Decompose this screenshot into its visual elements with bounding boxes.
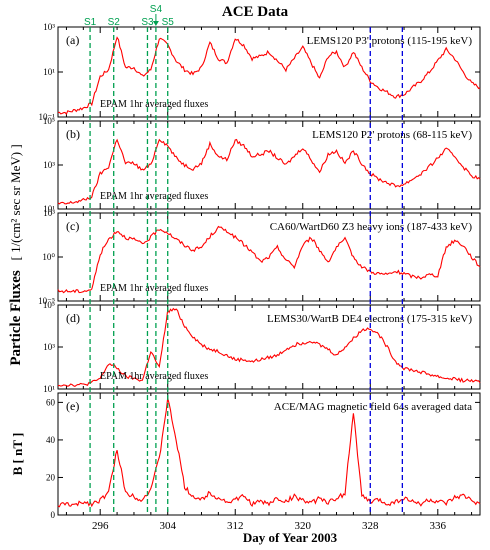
panel-note: EPAM 1hr averaged fluxes bbox=[100, 99, 208, 110]
y-tick-label: 10⁵ bbox=[43, 116, 55, 126]
series-line-a bbox=[57, 36, 481, 115]
y-tick-label: 20 bbox=[46, 472, 56, 482]
panel-note: EPAM 1hr averaged fluxes bbox=[100, 371, 208, 382]
event-lines bbox=[89, 27, 404, 515]
panel-label: (d) bbox=[66, 311, 80, 325]
panel-b: 10⁵ 10³ 10¹ (b) LEMS120 P2' protons (68-115 … bbox=[43, 116, 481, 214]
figure-title: ACE Data bbox=[222, 4, 289, 20]
y-axis-main-title: Particle Fluxes bbox=[8, 270, 24, 366]
panel-e: 0 20 40 60 (e) ACE/MAG magnetic field 64s ave… bbox=[10, 392, 481, 532]
x-tick-label: 296 bbox=[92, 520, 109, 532]
y-tick-label: 10⁰ bbox=[42, 252, 55, 262]
y-tick-label: 60 bbox=[46, 397, 56, 407]
shock-label-s4: S4 bbox=[150, 4, 163, 15]
x-tick-label: 304 bbox=[159, 520, 176, 532]
y-tick-label: 10³ bbox=[43, 22, 55, 32]
panel-label: (a) bbox=[66, 33, 79, 47]
y-tick-label: 10¹ bbox=[43, 67, 55, 77]
shock-label-s1: S1 bbox=[84, 17, 97, 28]
shock-label-s5: S5 bbox=[162, 17, 175, 28]
panel-label: (e) bbox=[66, 399, 79, 413]
y-tick-label: 10⁻⁵ bbox=[38, 296, 55, 306]
b-axis-label: B [ nT ] bbox=[10, 433, 25, 476]
y-axis-main-label: Particle Fluxes [ 1/(cm² sec sr MeV) ] bbox=[8, 144, 24, 365]
panel-c: 10³ 10⁰ 10⁻⁵ (c) CA60/WartD60 Z3 heavy ions … bbox=[38, 208, 481, 306]
series-line-b bbox=[57, 138, 481, 205]
shock-label-s2: S2 bbox=[108, 17, 121, 28]
y-tick-label: 40 bbox=[46, 435, 56, 445]
x-tick-label: 320 bbox=[295, 520, 312, 532]
x-axis-label: Day of Year 2003 bbox=[243, 530, 338, 545]
panel-legend: ACE/MAG magnetic field 64s averaged data bbox=[274, 401, 472, 413]
series-line-c bbox=[57, 225, 481, 294]
series-line-e bbox=[57, 397, 481, 508]
y-tick-label: 0 bbox=[51, 510, 56, 520]
panel-label: (c) bbox=[66, 219, 79, 233]
shock-labels: S1 S2 S3 S4 S5 bbox=[84, 4, 174, 28]
panel-note: EPAM 1hr averaged fluxes bbox=[100, 283, 208, 294]
panel-legend: CA60/WartD60 Z3 heavy ions (187-433 keV) bbox=[270, 221, 473, 233]
panel-label: (b) bbox=[66, 127, 80, 141]
panel-note: EPAM 1hr averaged fluxes bbox=[100, 191, 208, 202]
y-tick-label: 10³ bbox=[43, 342, 55, 352]
shock-label-s3: S3 bbox=[141, 17, 154, 28]
series-line-d bbox=[57, 307, 481, 388]
y-tick-label: 10⁻¹ bbox=[39, 112, 56, 122]
y-tick-label: 10⁵ bbox=[43, 300, 55, 310]
x-tick-label: 336 bbox=[430, 520, 447, 532]
y-tick-label: 10³ bbox=[43, 208, 55, 218]
panel-legend: LEMS120 P2' protons (68-115 keV) bbox=[312, 129, 472, 141]
panel-a: 10³ 10¹ 10⁻¹ (a) LEMS120 P3' protons (115-19… bbox=[39, 22, 481, 122]
y-tick-label: 10¹ bbox=[43, 204, 55, 214]
x-tick-label: 312 bbox=[227, 520, 244, 532]
shock-arrowhead-s4 bbox=[152, 21, 159, 26]
y-axis-units: [ 1/(cm² sec sr MeV) ] bbox=[8, 144, 23, 260]
x-tick-label: 328 bbox=[362, 520, 379, 532]
y-tick-label: 10³ bbox=[43, 160, 55, 170]
y-tick-label: 10¹ bbox=[43, 384, 55, 394]
panel-legend: LEMS120 P3' protons (115-195 keV) bbox=[307, 35, 473, 47]
